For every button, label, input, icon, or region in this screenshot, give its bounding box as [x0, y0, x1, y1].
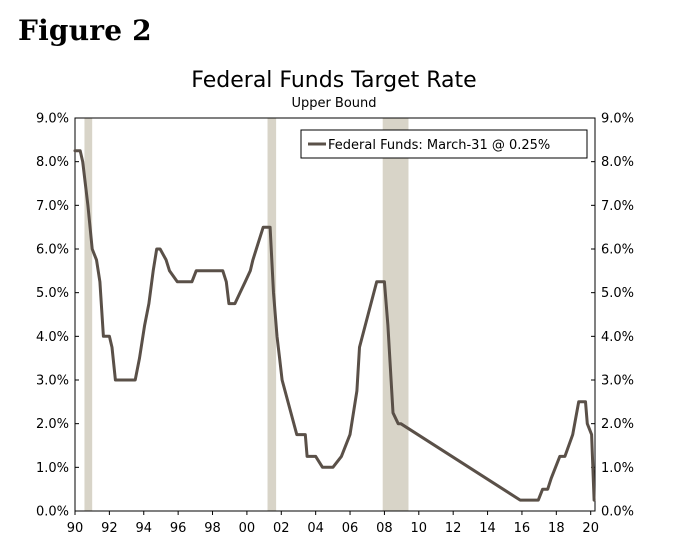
x-tick-label: 10: [411, 521, 428, 536]
legend-label: Federal Funds: March-31 @ 0.25%: [328, 138, 550, 153]
y-tick-label-right: 5.0%: [601, 286, 634, 301]
y-tick-label-left: 7.0%: [36, 199, 69, 214]
y-tick-label-right: 3.0%: [601, 374, 634, 389]
y-tick-label-right: 7.0%: [601, 199, 634, 214]
x-tick-label: 00: [239, 521, 256, 536]
y-tick-label-left: 5.0%: [36, 286, 69, 301]
x-tick-label: 14: [479, 521, 496, 536]
recession-band: [267, 118, 277, 511]
y-tick-label-left: 6.0%: [36, 243, 69, 258]
right-y-axis: 0.0% 1.0% 2.0% 3.0% 4.0% 5.0% 6.0% 7.0% 8.0% 9.0%: [591, 112, 634, 520]
x-tick-label: 90: [67, 521, 84, 536]
plot-frame: [74, 117, 596, 512]
y-tick-label-left: 4.0%: [36, 330, 69, 345]
y-tick-label-left: 2.0%: [36, 417, 69, 432]
series-lines: [73, 149, 596, 502]
y-tick-label-left: 8.0%: [36, 155, 69, 170]
x-tick-label: 16: [514, 521, 531, 536]
y-tick-label-left: 1.0%: [36, 461, 69, 476]
y-tick-label-left: 0.0%: [36, 505, 69, 520]
y-tick-label-right: 0.0%: [601, 505, 634, 520]
x-tick-label: 98: [204, 521, 221, 536]
x-tick-label: 94: [135, 521, 152, 536]
x-tick-label: 12: [445, 521, 462, 536]
x-tick-label: 20: [582, 521, 599, 536]
y-tick-label-left: 3.0%: [36, 374, 69, 389]
y-tick-label-right: 8.0%: [601, 155, 634, 170]
y-tick-label-left: 9.0%: [36, 112, 69, 127]
x-tick-label: 02: [273, 521, 290, 536]
legend-box: [300, 129, 588, 159]
figure-label: Figure 2: [18, 14, 152, 47]
x-axis: 90 92 94 96 98 00 02 04 06 08 10 12 14 16 18 20: [67, 511, 599, 536]
x-tick-label: 18: [548, 521, 565, 536]
y-tick-label-right: 9.0%: [601, 112, 634, 127]
y-tick-label-right: 1.0%: [601, 461, 634, 476]
x-tick-label: 96: [170, 521, 187, 536]
chart-subtitle: Upper Bound: [291, 96, 376, 111]
recession-band: [84, 118, 93, 511]
x-tick-label: 04: [307, 521, 324, 536]
x-tick-label: 92: [101, 521, 118, 536]
x-tick-label: 06: [342, 521, 359, 536]
left-y-axis: 0.0% 1.0% 2.0% 3.0% 4.0% 5.0% 6.0% 7.0% 8.0% 9.0%: [36, 112, 79, 520]
y-tick-label-right: 2.0%: [601, 417, 634, 432]
y-tick-label-right: 6.0%: [601, 243, 634, 258]
legend: Federal Funds: March-31 @ 0.25%: [300, 129, 588, 159]
series-line: [73, 149, 596, 502]
x-tick-label: 08: [376, 521, 393, 536]
recession-bands: [84, 118, 409, 511]
chart-title: Federal Funds Target Rate: [191, 68, 476, 93]
y-tick-label-right: 4.0%: [601, 330, 634, 345]
